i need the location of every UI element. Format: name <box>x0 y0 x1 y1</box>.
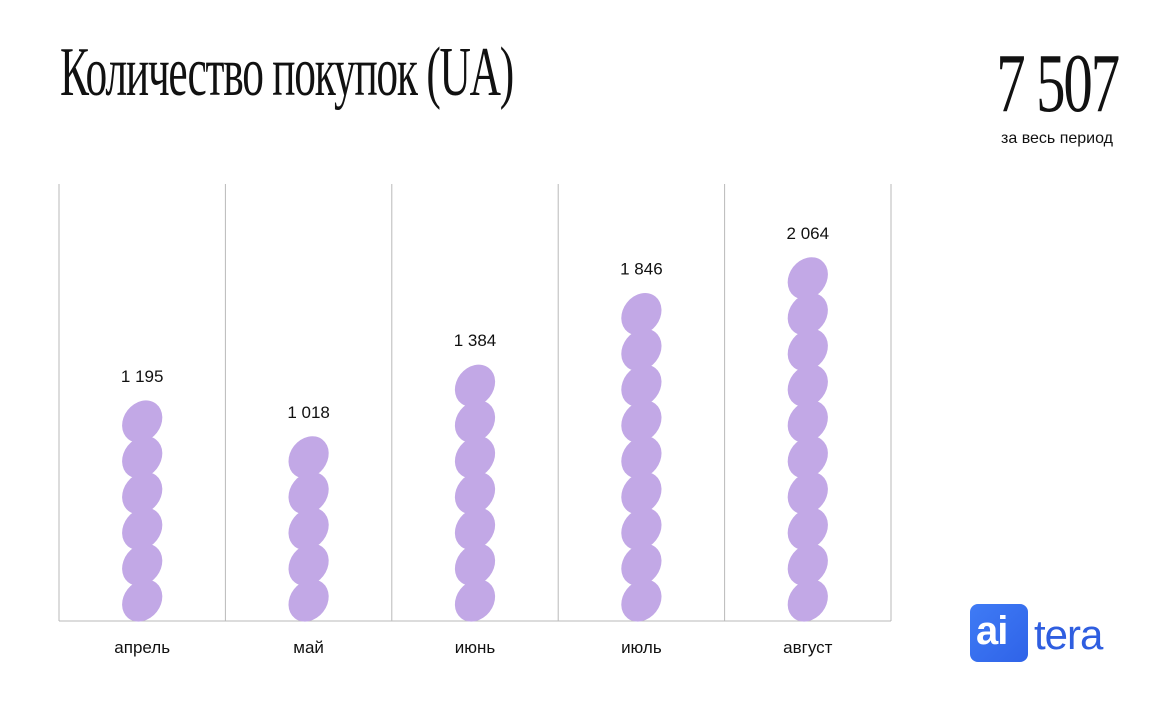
bar-июнь <box>454 364 496 622</box>
leaf-mark <box>454 436 496 479</box>
logo-tera-text: tera <box>1034 611 1103 658</box>
value-label: 1 018 <box>287 403 330 422</box>
leaf-mark <box>787 543 828 586</box>
leaf-mark <box>621 364 662 407</box>
leaf-mark <box>122 543 163 586</box>
leaf-mark <box>621 400 662 443</box>
value-label: 1 846 <box>620 260 663 279</box>
bar-апрель <box>122 400 163 622</box>
leaf-mark <box>288 579 329 622</box>
leaf-mark <box>122 579 163 622</box>
bar-май <box>288 436 329 622</box>
leaf-mark <box>288 436 329 479</box>
logo-box: ai <box>970 604 1028 662</box>
leaf-mark <box>122 472 163 515</box>
leaf-mark <box>787 364 828 407</box>
leaf-mark <box>621 543 662 586</box>
value-label: 1 384 <box>454 331 497 350</box>
total-value: 7 507 <box>996 37 1120 130</box>
value-label: 2 064 <box>787 224 830 243</box>
leaf-mark <box>787 293 828 336</box>
total-block: 7 507 за весь период <box>878 37 1120 148</box>
leaf-mark <box>454 400 496 443</box>
leaf-mark <box>787 400 828 443</box>
bar-август <box>787 257 828 622</box>
leaf-mark <box>288 507 329 550</box>
chart-title: Количество покупок (UA) <box>60 34 514 111</box>
leaf-mark <box>454 507 496 550</box>
category-label: август <box>783 638 832 657</box>
leaf-mark <box>787 436 828 479</box>
leaf-mark <box>288 472 329 515</box>
value-label: 1 195 <box>121 367 164 386</box>
leaf-mark <box>454 579 496 622</box>
leaf-mark <box>621 436 662 479</box>
leaf-mark <box>454 472 496 515</box>
leaf-mark <box>454 364 496 407</box>
logo-ai-text: ai <box>976 609 1008 653</box>
bar-июль <box>621 293 662 622</box>
leaf-mark <box>621 472 662 515</box>
leaf-mark <box>122 436 163 479</box>
leaf-mark <box>454 543 496 586</box>
category-label: апрель <box>114 638 170 657</box>
category-label: июль <box>621 638 662 657</box>
category-label: май <box>293 638 324 657</box>
aitera-logo: ai tera <box>970 604 1130 664</box>
leaf-mark <box>621 328 662 371</box>
leaf-mark <box>787 507 828 550</box>
category-label: июнь <box>455 638 496 657</box>
leaf-mark <box>621 507 662 550</box>
leaf-mark <box>122 507 163 550</box>
leaf-mark <box>787 257 828 300</box>
leaf-mark <box>787 579 828 622</box>
leaf-mark <box>288 543 329 586</box>
leaf-mark <box>621 579 662 622</box>
leaf-mark <box>787 328 828 371</box>
leaf-mark <box>621 293 662 336</box>
leaf-mark <box>787 472 828 515</box>
leaf-mark <box>122 400 163 443</box>
total-caption: за весь период <box>1001 130 1113 147</box>
